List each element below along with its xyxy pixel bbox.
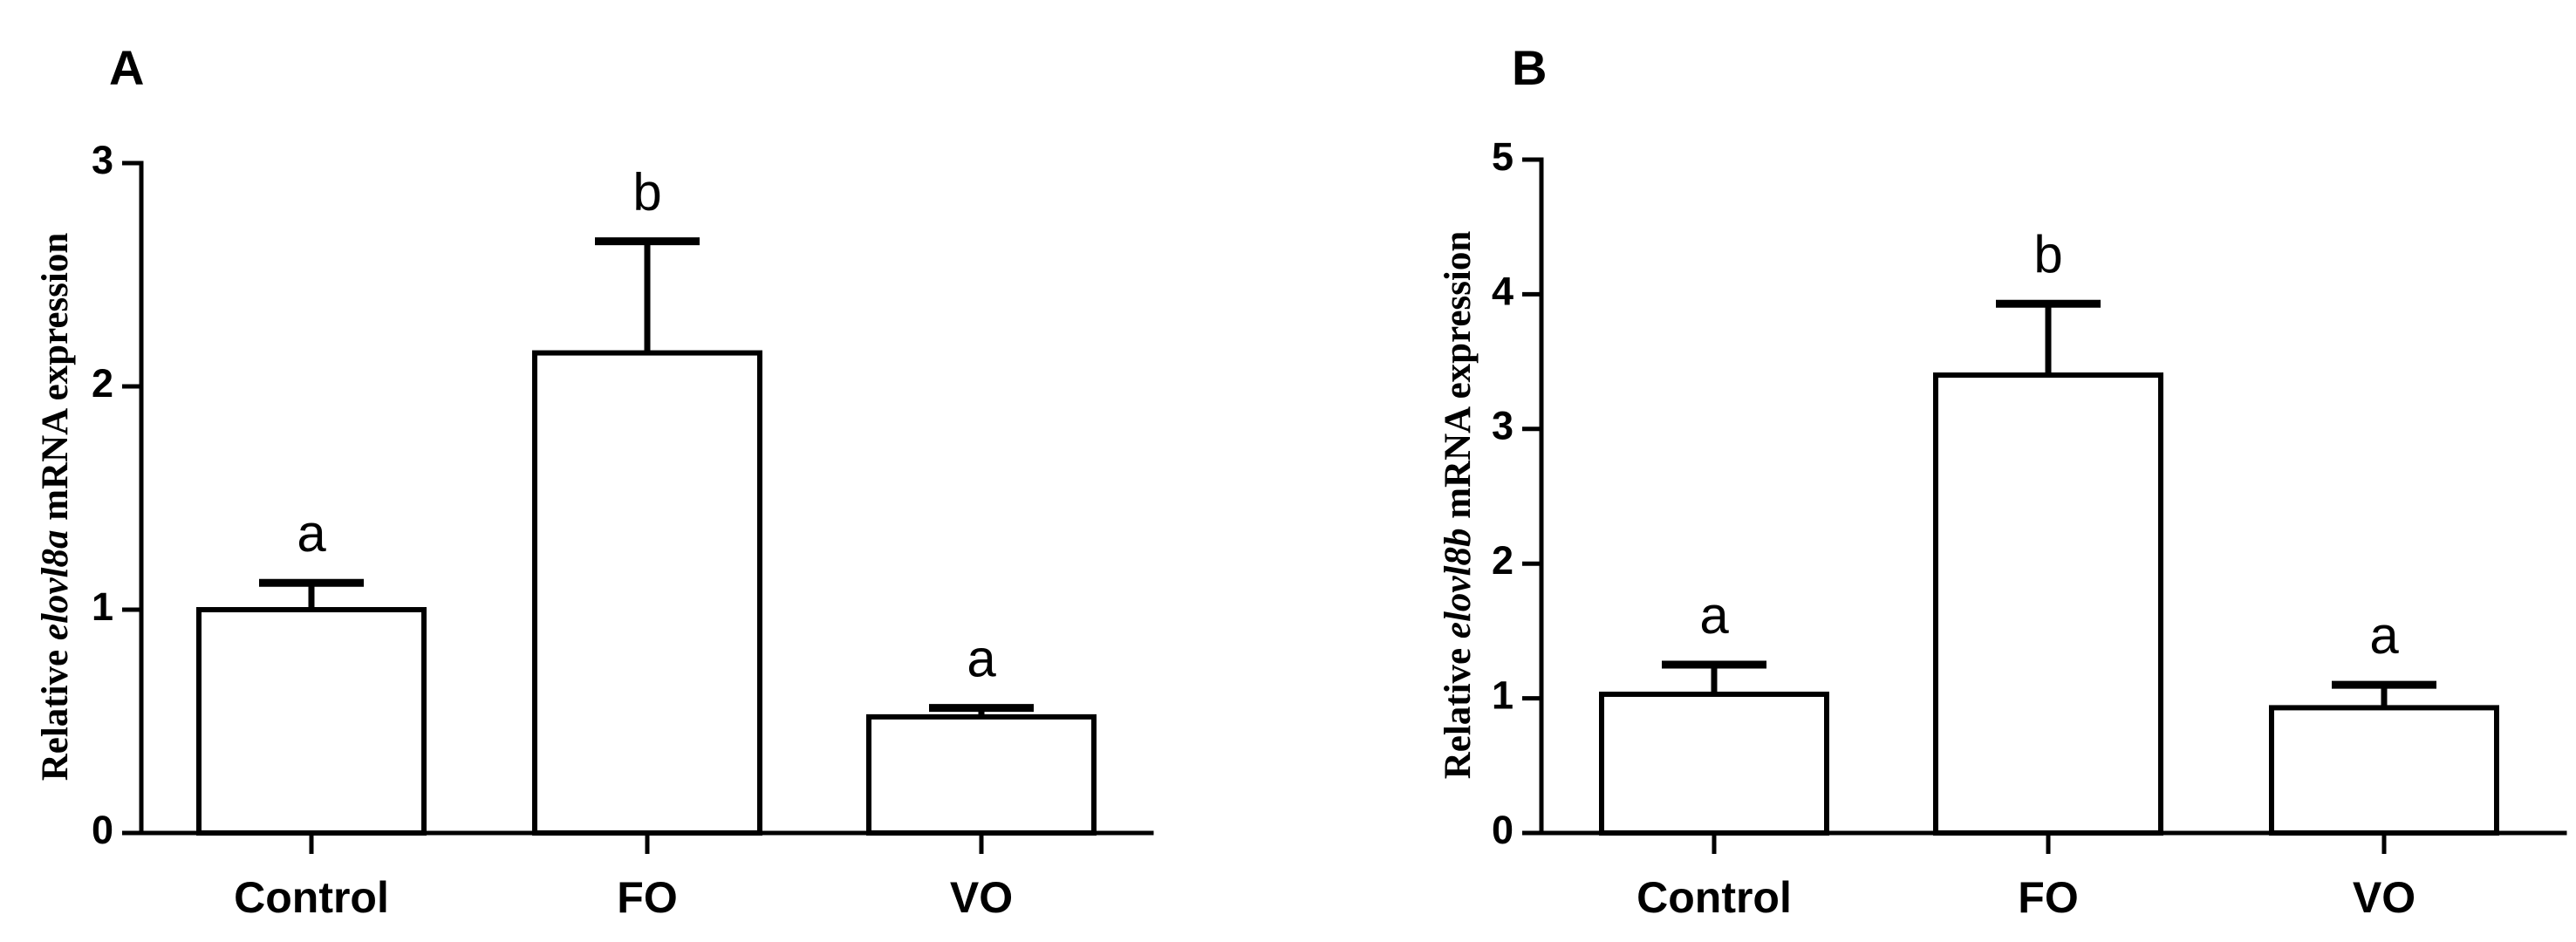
y-axis-label-suffix: mRNA expression [35,233,76,530]
y-tick-label: 0 [92,808,113,852]
panel-label: A [109,40,144,95]
x-tick-label: VO [950,873,1013,922]
y-tick-label: 2 [1492,538,1513,583]
y-axis-label-gene: elovl8b [1438,529,1479,639]
significance-label: a [297,504,326,563]
y-axis-label-suffix: mRNA expression [1438,231,1479,529]
y-tick-label: 1 [1492,672,1513,717]
significance-label: b [632,162,661,221]
bar-vo [866,713,1097,836]
significance-label: b [2033,225,2062,283]
y-tick-label: 1 [92,584,113,629]
y-tick-label: 2 [92,361,113,406]
y-tick-label: 0 [1492,808,1513,852]
x-tick-label: Control [1636,873,1792,922]
significance-label: a [1699,586,1729,645]
y-tick-label: 3 [1492,404,1513,448]
bar-fo [532,350,762,836]
y-axis-label: Relative elovl8b mRNA expression [1438,231,1479,780]
chart-panel-b: B 0 1 2 3 4 5 Relative elovl8b mRNA expression a… [1438,40,2567,922]
y-axis-label-prefix: Relative [35,640,76,781]
x-tick-label: FO [617,873,677,922]
y-tick-label: 5 [1492,134,1513,179]
x-tick-label: FO [2018,873,2078,922]
y-tick-label: 4 [1492,269,1513,313]
significance-label: a [2369,606,2399,665]
significance-label: a [967,629,996,687]
chart-panel-a: A 0 1 2 3 Relative elovl8a mRNA expression a Co… [35,40,1154,922]
y-axis-label: Relative elovl8a mRNA expression [35,233,76,782]
y-axis-label-prefix: Relative [1438,638,1479,779]
bar-vo [2269,705,2499,836]
y-axis-label-gene: elovl8a [35,530,76,641]
bar-control [196,607,427,836]
x-tick-label: Control [234,873,389,922]
bar-control [1599,691,1829,836]
bar-fo [1933,372,2163,836]
x-tick-label: VO [2353,873,2415,922]
panel-label: B [1512,40,1547,95]
y-tick-label: 3 [92,138,113,182]
